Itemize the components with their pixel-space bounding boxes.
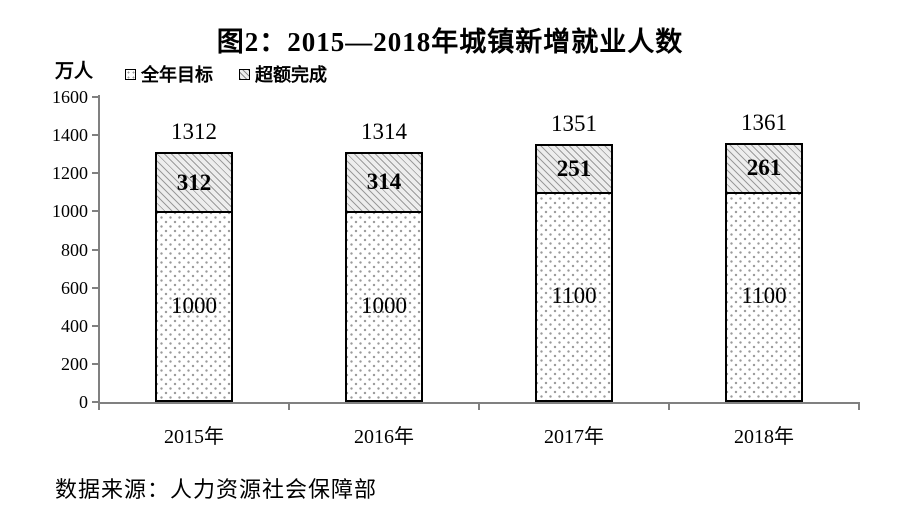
bar-segment-target: [157, 213, 231, 400]
x-category-label: 2017年: [544, 426, 604, 448]
y-tick-mark: [92, 96, 99, 98]
y-tick-mark: [92, 324, 99, 327]
data-source-note: 数据来源：人力资源社会保障部: [55, 477, 378, 502]
x-category-label: 2016年: [354, 426, 414, 448]
bar-group: 261 1100: [725, 142, 803, 402]
bar-total-label: 1351: [551, 111, 597, 137]
x-category-label: 2018年: [734, 426, 794, 448]
hatch-swatch-icon: [239, 68, 250, 80]
exceeded-value-label: 314: [366, 169, 402, 195]
y-axis-line: [98, 95, 100, 402]
y-axis-unit-label: 万人: [55, 61, 94, 82]
legend-item-hatch: 超额完成: [239, 61, 327, 87]
y-tick-label: 0: [79, 392, 88, 412]
x-tick-mark: [288, 404, 290, 410]
bar-segment-target: [537, 194, 611, 400]
y-tick-label: 600: [61, 277, 88, 298]
x-tick-mark: [478, 404, 480, 410]
y-tick-label: 400: [61, 315, 88, 336]
x-axis-line: [98, 402, 860, 404]
bar-segment-target: [727, 194, 801, 400]
bar-total-label: 1314: [361, 118, 407, 144]
target-value-label: 1000: [361, 292, 407, 318]
legend-label: 超额完成: [255, 65, 327, 85]
exceeded-value-label: 251: [556, 156, 592, 182]
y-tick-mark: [92, 134, 99, 137]
bar-group: 314 1000: [345, 151, 423, 402]
bar-segment-target: [347, 213, 421, 400]
target-value-label: 1100: [741, 283, 787, 309]
x-category-label: 2015年: [164, 426, 224, 448]
y-tick-mark: [92, 210, 99, 213]
legend-label: 全年目标: [141, 65, 213, 85]
bar-segment-exceeded: [727, 144, 801, 195]
bar-segment-exceeded: [157, 153, 231, 214]
exceeded-value-label: 261: [746, 155, 782, 181]
bar-group: 312 1000: [155, 151, 233, 402]
chart-title: 图2：2015—2018年城镇新增就业人数: [216, 27, 684, 57]
legend: 全年目标 超额完成: [125, 61, 327, 87]
bar-group: 251 1100: [535, 144, 613, 402]
legend-item-dots: 全年目标: [125, 61, 213, 87]
bar-segment-exceeded: [347, 153, 421, 214]
y-tick-label: 200: [61, 353, 88, 374]
y-tick-label: 1000: [52, 201, 88, 222]
target-value-label: 1000: [171, 292, 217, 318]
y-tick-mark: [92, 248, 99, 251]
y-tick-label: 800: [61, 239, 88, 260]
y-tick-mark: [92, 362, 99, 365]
y-tick-mark: [92, 286, 99, 289]
y-tick-label: 1200: [52, 163, 88, 184]
y-tick-mark: [92, 401, 99, 403]
x-tick-mark: [98, 404, 100, 410]
bar-total-label: 1361: [741, 109, 787, 135]
bar-total-label: 1312: [171, 118, 217, 144]
exceeded-value-label: 312: [176, 169, 212, 195]
bar-segment-exceeded: [537, 146, 611, 195]
dots-swatch-icon: [125, 68, 136, 80]
target-value-label: 1100: [551, 283, 597, 309]
y-tick-label: 1600: [52, 87, 88, 107]
x-tick-mark: [858, 404, 860, 410]
x-tick-mark: [668, 404, 670, 410]
y-tick-mark: [92, 172, 99, 175]
y-tick-label: 1400: [52, 125, 88, 146]
